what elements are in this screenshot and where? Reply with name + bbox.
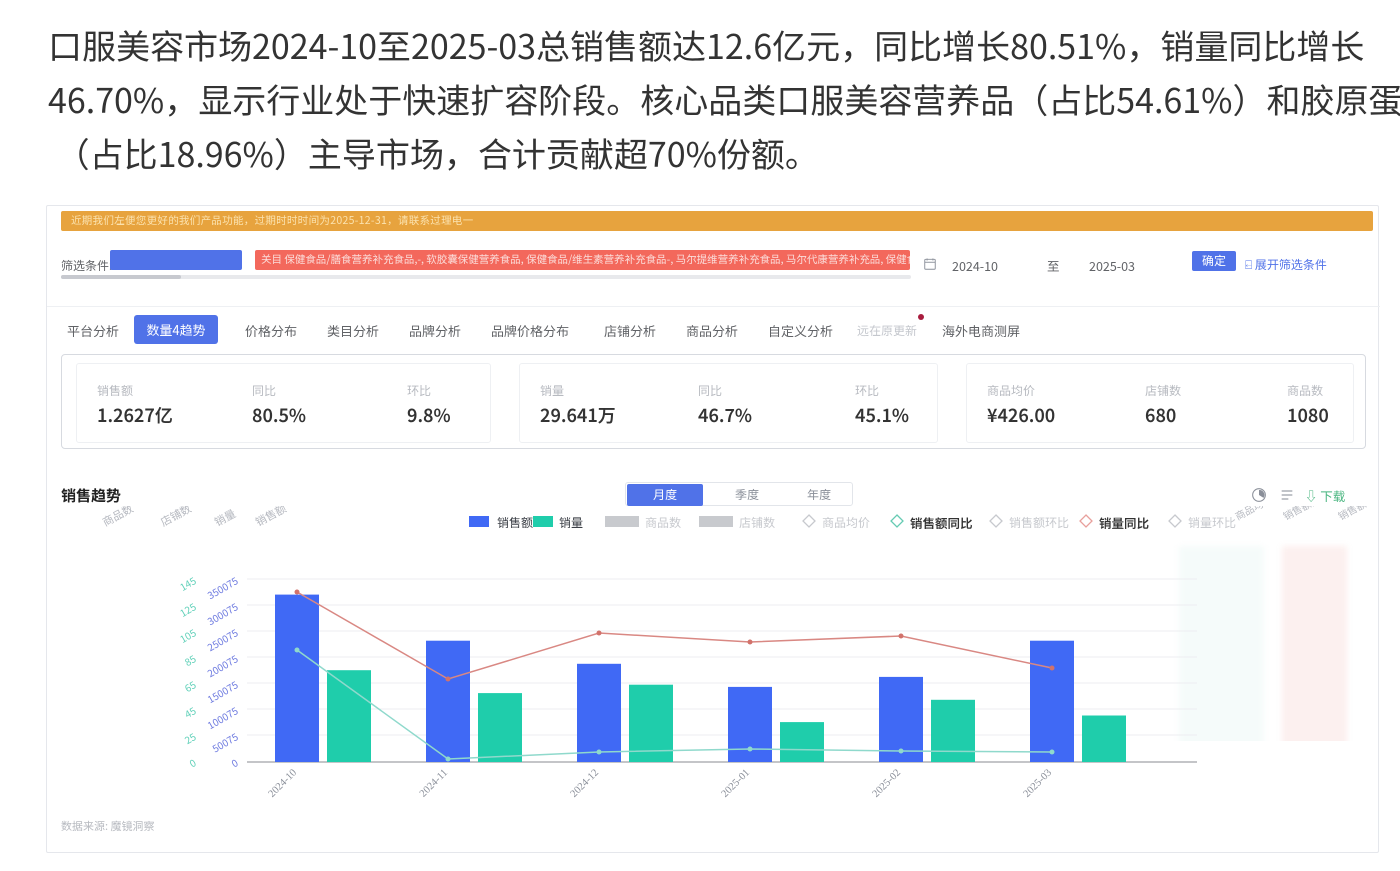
svg-text:200075: 200075 [204, 650, 241, 680]
svg-text:2025-01: 2025-01 [720, 767, 753, 800]
svg-text:100075: 100075 [204, 702, 241, 732]
svg-text:85: 85 [181, 650, 199, 669]
svg-text:2025-03: 2025-03 [1022, 767, 1055, 800]
svg-text:300075: 300075 [204, 598, 241, 628]
svg-text:250075: 250075 [204, 624, 241, 654]
svg-text:150075: 150075 [204, 676, 241, 706]
svg-text:0: 0 [228, 754, 241, 770]
svg-text:350075: 350075 [204, 572, 241, 602]
svg-text:25: 25 [181, 728, 199, 747]
svg-text:2024-11: 2024-11 [418, 767, 450, 799]
svg-text:145: 145 [177, 572, 199, 594]
svg-text:0: 0 [186, 754, 199, 770]
svg-text:2025-02: 2025-02 [871, 767, 904, 800]
svg-text:2024-12: 2024-12 [569, 767, 602, 800]
svg-text:2024-10: 2024-10 [267, 767, 300, 800]
svg-text:65: 65 [181, 676, 199, 695]
svg-text:105: 105 [177, 624, 199, 646]
svg-text:50075: 50075 [209, 728, 241, 755]
svg-text:125: 125 [177, 598, 199, 620]
svg-text:45: 45 [181, 702, 199, 721]
